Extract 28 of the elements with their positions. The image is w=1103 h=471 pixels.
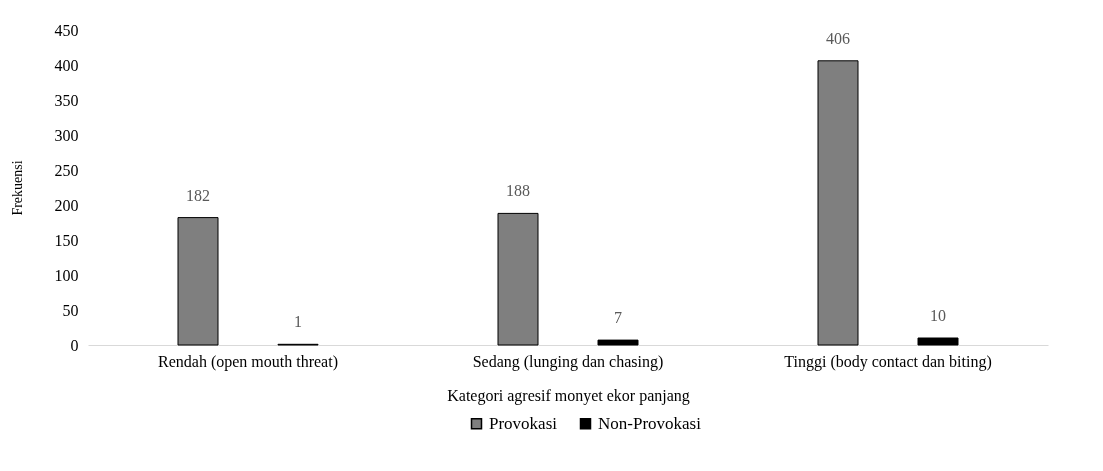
bar (597, 339, 639, 346)
bar (817, 60, 859, 346)
legend-label: Non-Provokasi (598, 413, 702, 433)
data-label: 7 (614, 309, 622, 327)
x-tick-label: Tinggi (body contact dan biting) (784, 352, 992, 371)
x-axis-title: Kategori agresif monyet ekor panjang (447, 386, 690, 405)
y-axis-title: Frekuensi (9, 160, 25, 216)
y-tick-label: 100 (54, 266, 79, 284)
y-tick-label: 250 (54, 161, 79, 179)
bar (497, 212, 539, 346)
y-tick-label: 200 (54, 196, 79, 214)
data-label: 1 (294, 313, 302, 331)
bar (177, 217, 219, 346)
data-label: 182 (186, 186, 210, 204)
y-tick-label: 150 (54, 231, 79, 249)
y-tick-label: 0 (70, 336, 79, 354)
y-tick-label: 350 (54, 91, 79, 109)
bar (917, 337, 959, 346)
x-tick-label: Rendah (open mouth threat) (158, 352, 338, 371)
y-tick-label: 400 (54, 56, 79, 74)
y-tick-label: 450 (54, 21, 79, 39)
x-tick-label: Sedang (lunging dan chasing) (472, 352, 664, 371)
data-label: 188 (506, 182, 530, 200)
data-label: 10 (930, 307, 946, 324)
y-tick-label: 50 (62, 301, 79, 319)
legend-label: Provokasi (489, 413, 558, 433)
y-tick-label: 300 (54, 126, 79, 144)
data-label: 406 (826, 29, 850, 47)
